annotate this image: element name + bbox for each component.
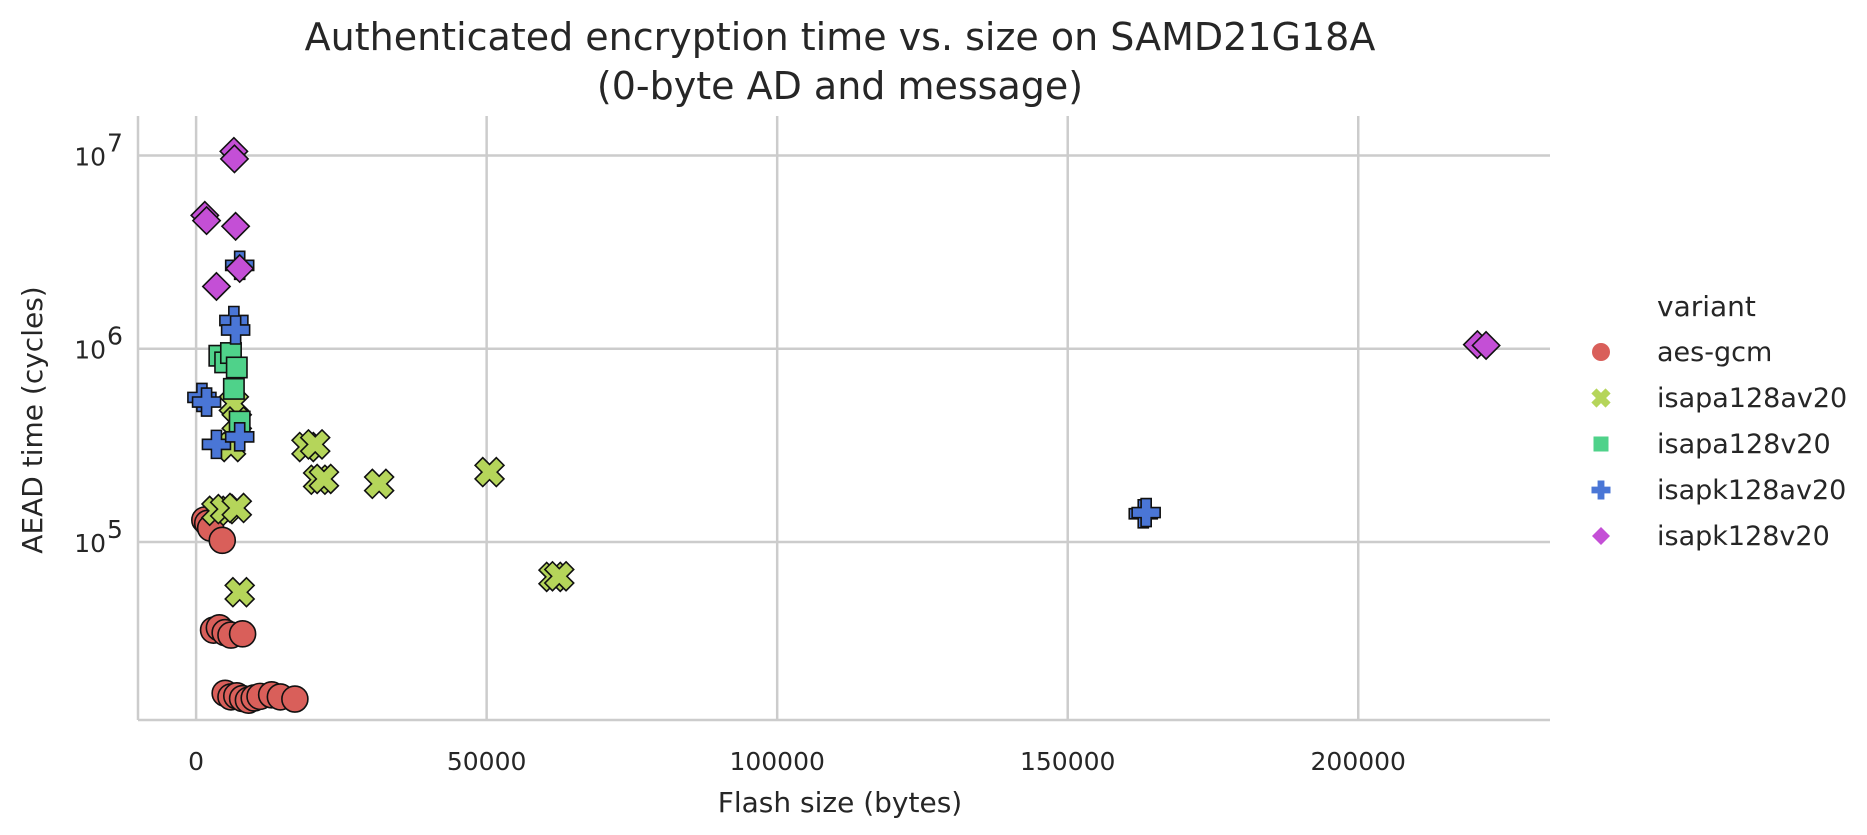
- series-isapa128v20: [208, 342, 251, 433]
- data-point: [299, 428, 331, 460]
- series-aes-gcm: [191, 506, 309, 714]
- data-point: [191, 387, 222, 417]
- data-point: [219, 144, 250, 174]
- x-tick-label: 100000: [729, 747, 824, 776]
- data-point: [543, 560, 575, 592]
- data-point: [224, 576, 256, 608]
- x-tick-labels: 0 50000 100000 150000 200000: [188, 747, 1406, 776]
- data-point: [1471, 330, 1501, 361]
- legend-marker: [1592, 527, 1610, 545]
- x-tick-label: 200000: [1311, 747, 1406, 776]
- y-axis-label: AEAD time (cycles): [16, 286, 49, 553]
- x-tick-label: 150000: [1020, 747, 1115, 776]
- legend-item-isapk128v20: isapk128v20: [1592, 521, 1830, 552]
- legend-item-isapa128av20: isapa128av20: [1591, 383, 1847, 414]
- axis-spines: [136, 116, 1550, 722]
- data-point: [308, 463, 340, 495]
- data-point: [281, 685, 309, 713]
- chart-title-line1: Authenticated encryption time vs. size o…: [305, 15, 1376, 59]
- series-isapa128av20: [200, 388, 575, 608]
- legend-label: isapk128av20: [1657, 475, 1846, 506]
- legend-item-aes-gcm: aes-gcm: [1592, 337, 1772, 368]
- data-point: [473, 456, 506, 488]
- data-point: [201, 429, 232, 460]
- legend-label: isapk128v20: [1657, 521, 1830, 552]
- data-point: [1131, 497, 1161, 528]
- legend-title: variant: [1657, 290, 1756, 323]
- x-tick-label: 50000: [447, 747, 527, 776]
- data-point: [363, 468, 395, 500]
- legend-item-isapa128v20: isapa128v20: [1593, 429, 1831, 460]
- legend-label: isapa128av20: [1657, 383, 1847, 414]
- data-point: [228, 620, 257, 648]
- y-tick-exponent: 6: [107, 322, 123, 351]
- chart-title-line2: (0-byte AD and message): [597, 64, 1083, 108]
- y-tick-label: 10: [74, 529, 106, 558]
- data-point: [220, 315, 251, 345]
- data-point: [208, 526, 237, 555]
- legend-label: isapa128v20: [1657, 429, 1831, 460]
- data-point: [201, 271, 232, 302]
- legend-marker: [1591, 480, 1611, 500]
- data-point: [191, 205, 222, 236]
- data-point: [224, 422, 255, 452]
- legend-marker: [1591, 388, 1611, 408]
- data-point: [225, 356, 248, 379]
- legend-label: aes-gcm: [1657, 337, 1772, 368]
- data-points: [187, 136, 1501, 714]
- x-tick-label: 0: [188, 747, 204, 776]
- legend-marker: [1592, 343, 1610, 361]
- series-isapk128v20: [190, 136, 1501, 361]
- data-point: [224, 253, 255, 284]
- x-axis-label: Flash size (bytes): [718, 786, 962, 819]
- data-point: [222, 377, 245, 400]
- legend-item-isapk128av20: isapk128av20: [1591, 475, 1846, 506]
- data-point: [221, 492, 253, 524]
- y-tick-label: 10: [74, 142, 106, 171]
- legend-marker: [1593, 436, 1609, 452]
- data-point: [220, 211, 251, 242]
- y-tick-exponent: 7: [107, 128, 123, 157]
- legend: variant aes-gcm isapa128av20 isapa128v20 is…: [1591, 290, 1847, 552]
- y-tick-label: 10: [74, 336, 106, 365]
- grid-lines: [138, 116, 1550, 720]
- y-tick-exponent: 5: [107, 515, 123, 544]
